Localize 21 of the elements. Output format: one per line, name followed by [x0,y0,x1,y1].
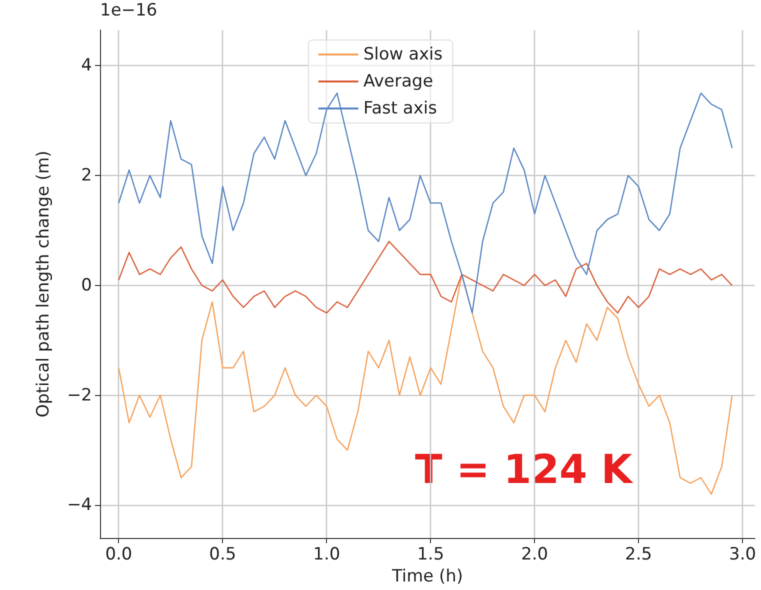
x-tick-label: 2.0 [521,544,548,565]
line-series [118,240,733,314]
x-tick-label: 0.5 [209,544,236,565]
legend-label: Average [363,72,434,92]
y-tick-label: −4 [66,495,92,516]
x-tick-label: 3.0 [729,544,756,565]
x-tick-label: 1.5 [417,544,444,565]
line-series [118,274,733,495]
x-axis-title: Time (h) [390,566,464,586]
y-tick-label: 2 [81,166,92,186]
y-tick-label: 0 [81,275,92,296]
text: 1e−16 [100,0,158,20]
y-tick-label: −2 [66,385,92,406]
legend-label: Fast axis [363,98,438,118]
y-axis-title: Optical path length change (m) [34,150,54,418]
y-tick-label: 4 [81,56,92,76]
legend-label: Slow axis [363,44,443,64]
x-tick-label: 1.0 [313,544,340,565]
x-tick-label: 2.5 [625,544,652,565]
line-series [118,92,733,314]
x-tick-label: 0.0 [105,544,132,565]
